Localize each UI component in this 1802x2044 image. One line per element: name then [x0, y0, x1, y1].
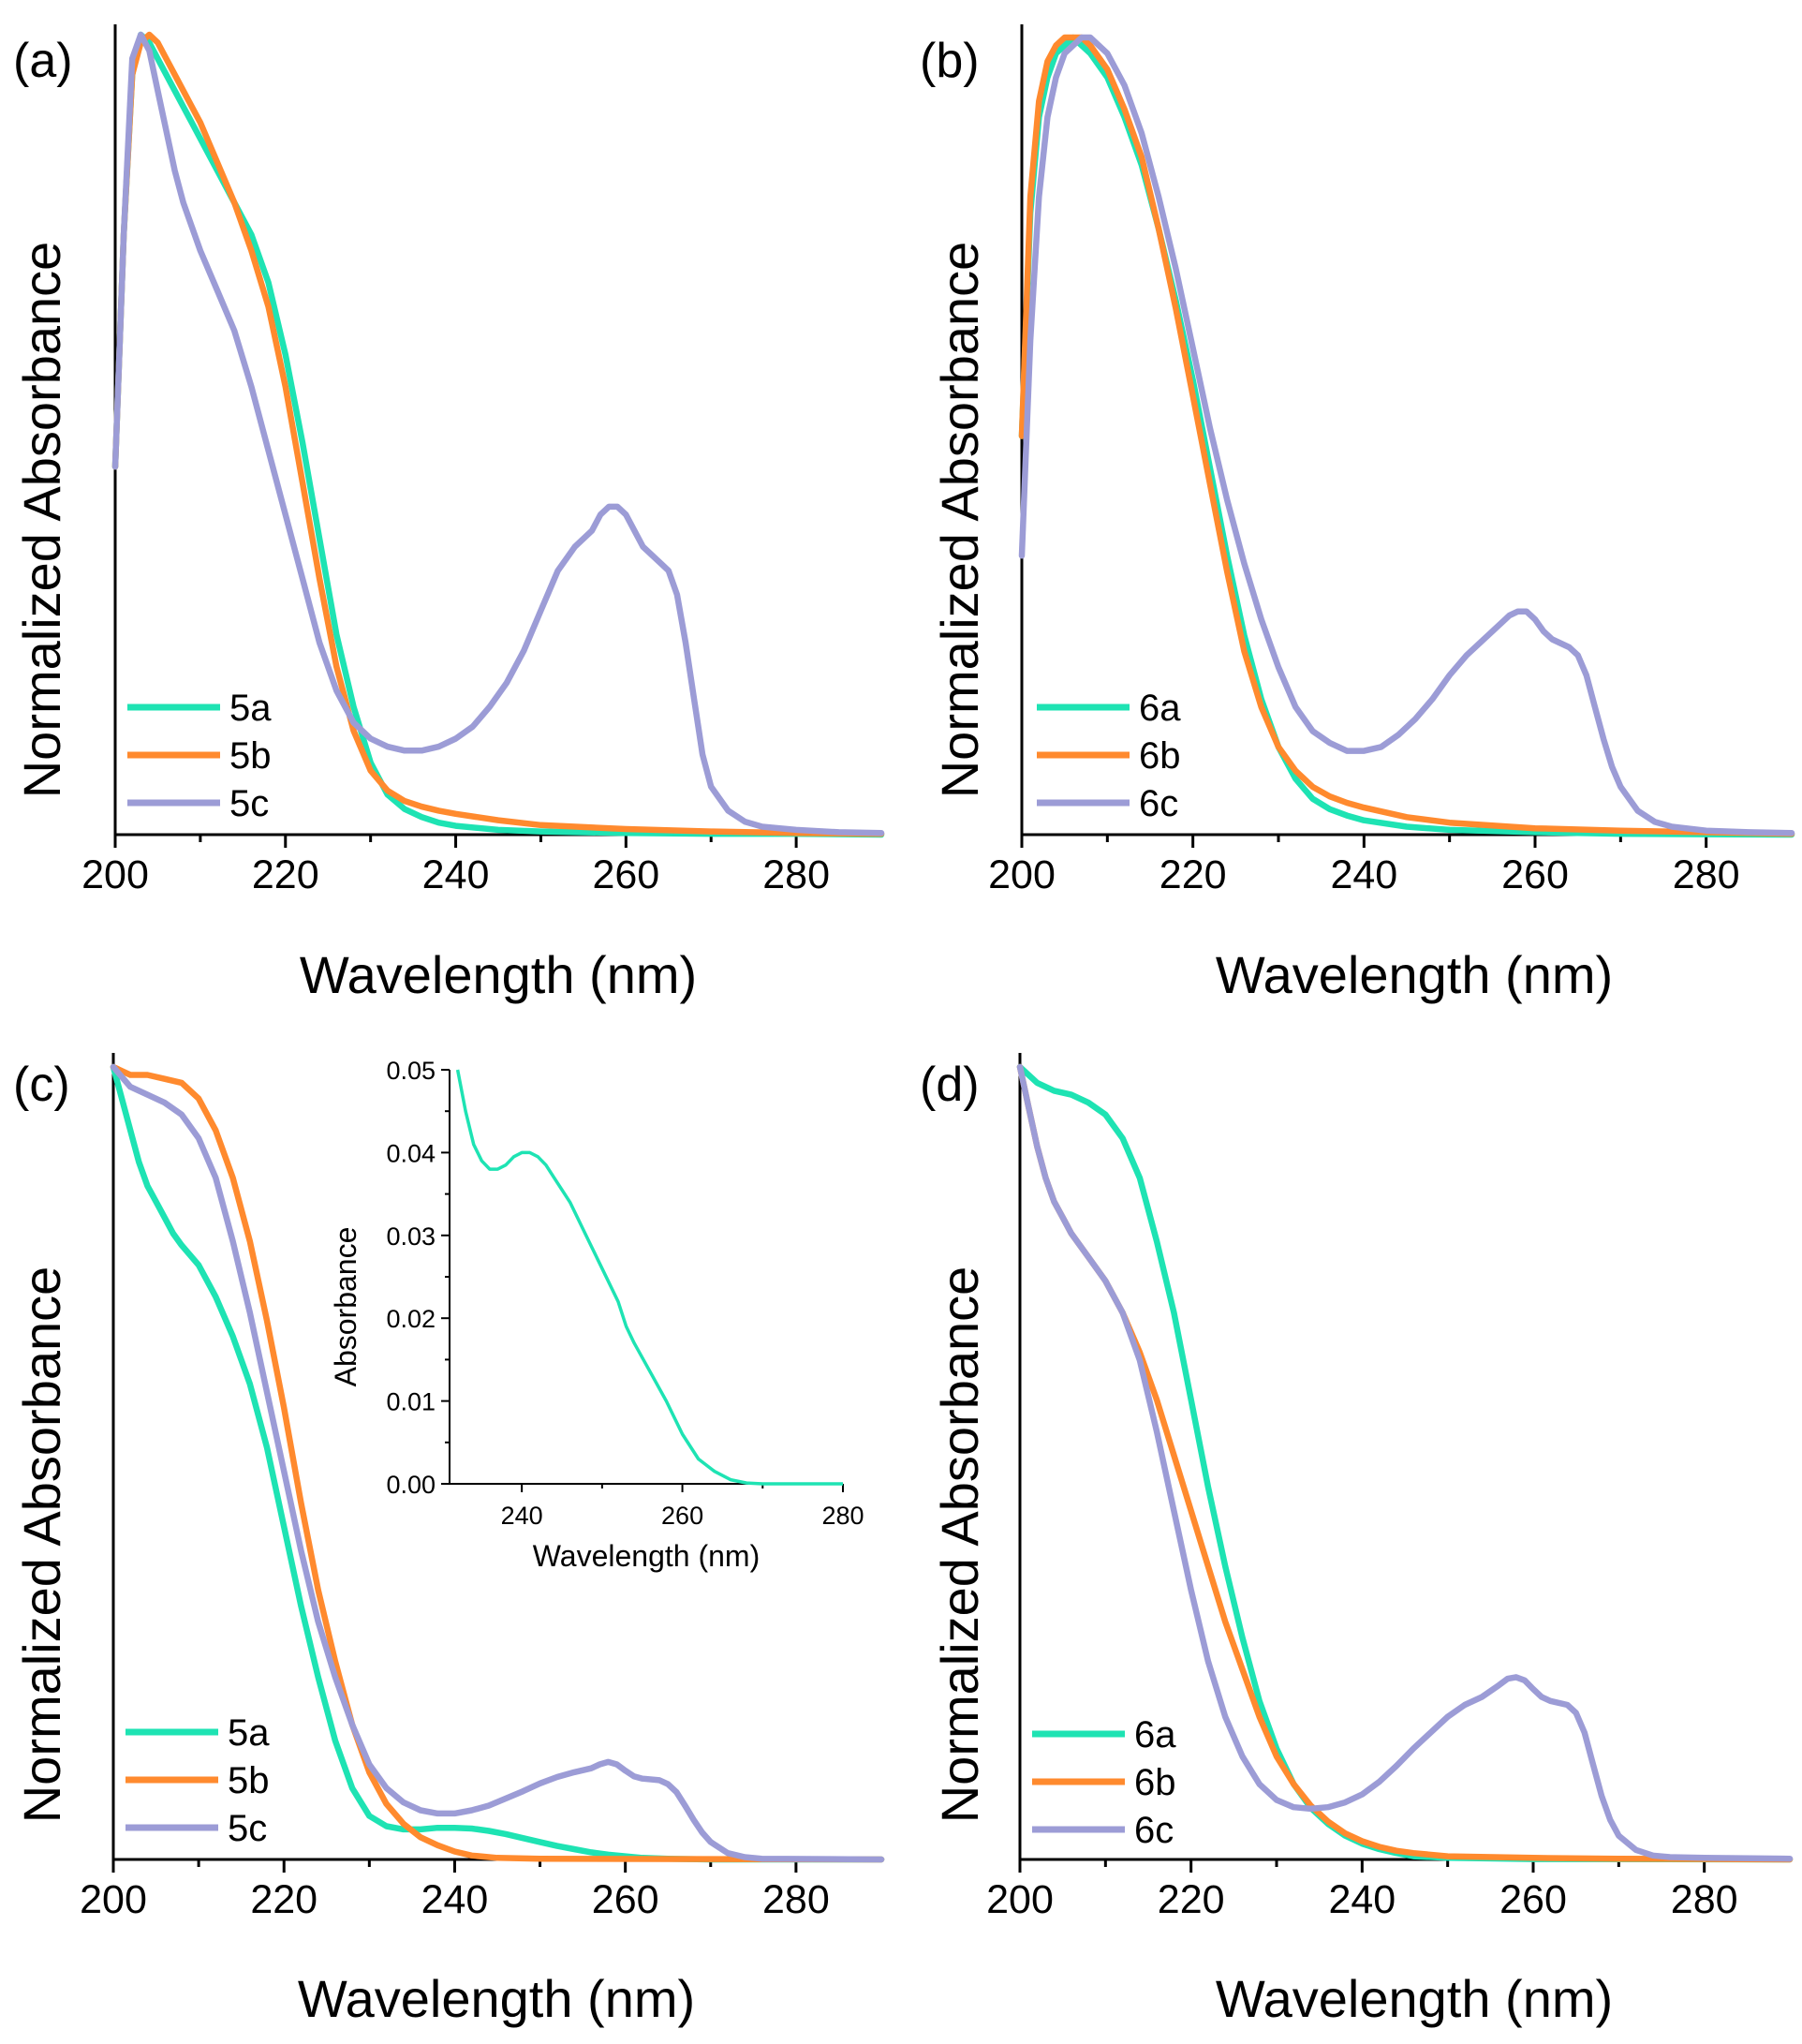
x-tick-label: 280 — [762, 1877, 830, 1922]
legend-label-0: 5a — [229, 688, 272, 729]
series-line-6c — [1018, 34, 1795, 837]
panel-d: (d) Normalized Absorbance Wavelength (nm… — [920, 1053, 1794, 2028]
x-tick-label: 260 — [1499, 1877, 1567, 1922]
panel-c: (c) Normalized Absorbance Wavelength (nm… — [12, 1053, 885, 2028]
inset-x-axis-title: Wavelength (nm) — [533, 1539, 760, 1573]
y-axis-title: Normalized Absorbance — [12, 1266, 71, 1824]
x-tick-label: 240 — [422, 852, 490, 897]
legend-label-1: 6b — [1134, 1762, 1176, 1803]
legend-label-1: 5b — [228, 1760, 270, 1801]
x-axis-title: Wavelength (nm) — [1216, 1969, 1613, 2028]
y-tick-label: 0.00 — [386, 1471, 436, 1499]
legend: 6a 6b 6c — [1032, 1714, 1176, 1851]
series-line-5a — [110, 1063, 885, 1863]
y-tick-label: 0.01 — [386, 1388, 436, 1416]
legend-label-0: 6a — [1134, 1714, 1176, 1755]
x-tick-label: 220 — [250, 1877, 318, 1922]
x-tick-label: 220 — [252, 852, 319, 897]
panel-label: (c) — [13, 1058, 70, 1112]
panel-a: (a) Normalized Absorbance Wavelength (nm… — [12, 24, 885, 1004]
x-tick-label: 200 — [986, 1877, 1054, 1922]
y-tick-label: 0.02 — [386, 1305, 436, 1333]
x-axis-title: Wavelength (nm) — [300, 945, 697, 1004]
legend: 5a 5b 5c — [127, 688, 272, 824]
legend-label-2: 6c — [1134, 1810, 1174, 1851]
x-tick-label: 260 — [592, 852, 659, 897]
x-tick-label: 200 — [81, 852, 149, 897]
x-tick-label: 220 — [1159, 852, 1227, 897]
inset-panel: Absorbance Wavelength (nm) 240 260 280 0.00… — [329, 1057, 864, 1573]
x-tick-label: 260 — [592, 1877, 659, 1922]
x-tick-label: 280 — [1673, 852, 1740, 897]
y-tick-label: 0.05 — [386, 1057, 436, 1085]
legend-label-1: 6b — [1139, 735, 1181, 777]
x-axis-title: Wavelength (nm) — [298, 1969, 695, 2028]
legend-label-2: 5c — [228, 1808, 267, 1849]
series-line-6a — [1018, 34, 1795, 838]
x-tick-label: 280 — [821, 1502, 864, 1530]
x-tick-label: 240 — [421, 1877, 489, 1922]
inset-y-axis-title: Absorbance — [329, 1227, 362, 1387]
series-line-5b — [110, 1063, 885, 1863]
legend-label-1: 5b — [229, 735, 272, 777]
panel-label: (d) — [920, 1058, 980, 1112]
legend: 6a 6b 6c — [1037, 688, 1181, 824]
x-tick-label: 240 — [501, 1502, 543, 1530]
legend-label-2: 5c — [229, 783, 269, 824]
x-tick-label: 280 — [762, 852, 830, 897]
y-axis-title: Normalized Absorbance — [12, 242, 71, 799]
x-tick-label: 240 — [1330, 852, 1397, 897]
legend-label-0: 6a — [1139, 688, 1181, 729]
x-tick-label: 260 — [1501, 852, 1569, 897]
series-line-5c — [110, 1063, 885, 1863]
series-line-6b — [1018, 34, 1795, 837]
series-line-5a — [111, 31, 885, 838]
x-tick-label: 220 — [1158, 1877, 1225, 1922]
panel-label: (a) — [13, 34, 73, 88]
legend-label-2: 6c — [1139, 783, 1178, 824]
series-line-6c — [1016, 1063, 1794, 1862]
series-line-5b — [111, 31, 885, 837]
legend: 5a 5b 5c — [126, 1712, 270, 1849]
legend-label-0: 5a — [228, 1712, 270, 1754]
y-axis-title: Normalized Absorbance — [930, 1266, 989, 1824]
x-tick-label: 200 — [988, 852, 1056, 897]
series-line-5a — [455, 1069, 843, 1486]
x-tick-label: 240 — [1328, 1877, 1396, 1922]
x-tick-label: 280 — [1671, 1877, 1738, 1922]
series-line-5c — [111, 31, 885, 837]
y-axis-title: Normalized Absorbance — [930, 242, 989, 799]
x-tick-label: 260 — [661, 1502, 703, 1530]
y-tick-label: 0.03 — [386, 1222, 436, 1251]
panel-b: (b) Normalized Absorbance Wavelength (nm… — [920, 24, 1795, 1004]
x-axis-title: Wavelength (nm) — [1216, 945, 1613, 1004]
y-tick-label: 0.04 — [386, 1139, 436, 1167]
panel-label: (b) — [920, 34, 980, 88]
x-tick-label: 200 — [80, 1877, 147, 1922]
